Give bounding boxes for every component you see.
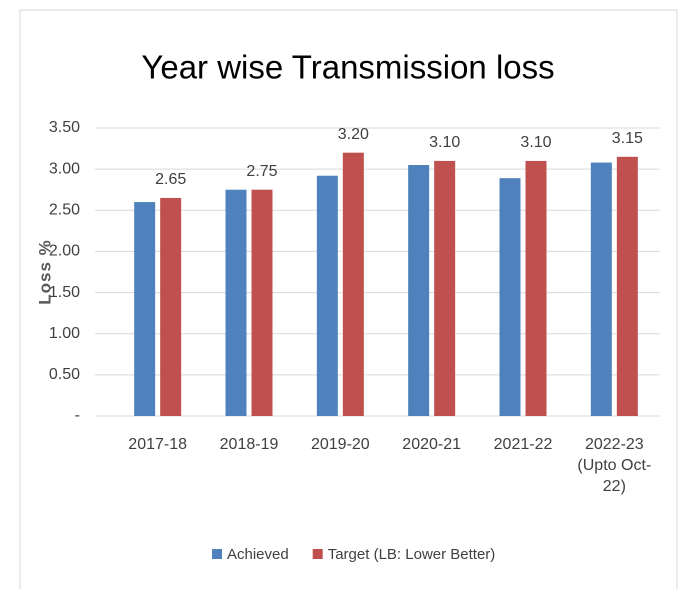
y-tick-label: 0.50 xyxy=(49,366,80,383)
data-label: 3.10 xyxy=(429,134,460,151)
y-tick-label: 3.50 xyxy=(49,119,80,136)
bar xyxy=(134,202,156,416)
legend-label: Target (LB: Lower Better) xyxy=(328,546,496,563)
x-tick-label: 2022-23 (Upto Oct-22) xyxy=(577,436,652,495)
bar xyxy=(499,178,521,416)
y-axis-label: Loss % xyxy=(35,239,54,305)
y-tick-label: 1.50 xyxy=(49,284,80,301)
data-label: 2.65 xyxy=(155,171,186,188)
y-tick-label: 3.00 xyxy=(49,160,80,177)
data-label: 3.15 xyxy=(612,130,643,147)
legend-swatch xyxy=(212,549,222,559)
bar xyxy=(434,160,456,416)
bar xyxy=(225,189,247,416)
data-label: 3.10 xyxy=(520,134,551,151)
bar xyxy=(342,152,364,416)
y-tick-label: - xyxy=(75,407,80,424)
x-tick-label: 2018-19 xyxy=(219,436,279,453)
bar xyxy=(590,162,612,416)
data-label: 3.20 xyxy=(338,126,369,143)
bar xyxy=(316,175,338,416)
y-tick-label: 2.50 xyxy=(49,202,80,219)
bar xyxy=(525,160,547,416)
x-tick-label: 2021-22 xyxy=(493,436,553,453)
chart-frame xyxy=(19,9,678,589)
legend-swatch xyxy=(312,549,323,559)
x-tick-label: 2019-20 xyxy=(310,436,370,453)
bar xyxy=(408,165,430,416)
bar xyxy=(160,197,182,416)
y-tick-label: 2.00 xyxy=(49,243,80,260)
bar xyxy=(251,189,273,416)
x-tick-label: 2017-18 xyxy=(128,436,188,453)
chart-title: Year wise Transmission loss xyxy=(141,49,554,86)
y-tick-label: 1.00 xyxy=(49,325,80,342)
legend-label: Achieved xyxy=(227,546,289,563)
x-tick-label: 2020-21 xyxy=(402,436,462,453)
bar xyxy=(616,156,638,417)
data-label: 2.75 xyxy=(246,163,277,180)
